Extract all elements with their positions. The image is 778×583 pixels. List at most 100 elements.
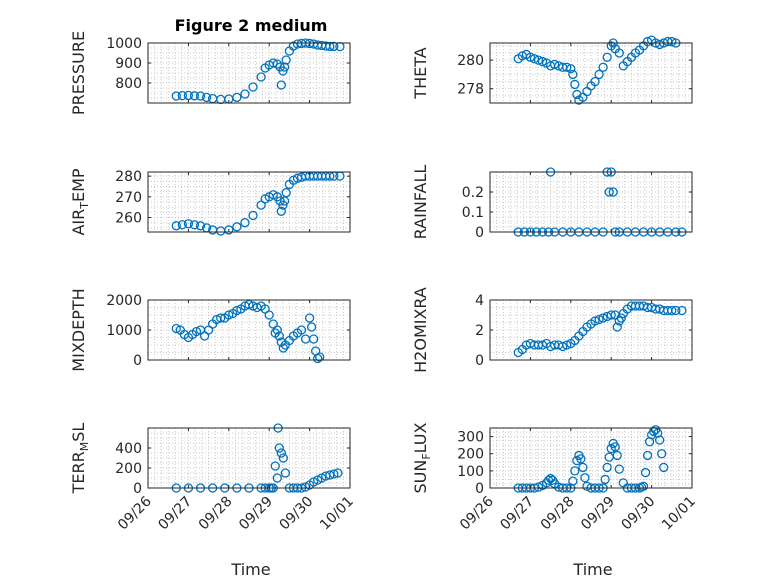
data-point xyxy=(216,313,226,323)
data-point xyxy=(671,305,681,316)
data-point xyxy=(183,219,194,229)
y-axis-label-subscript: M xyxy=(78,442,91,452)
data-point xyxy=(558,341,568,352)
data-point xyxy=(659,462,669,473)
data-point xyxy=(590,76,600,87)
y-tick-label: 0 xyxy=(475,353,484,369)
data-point xyxy=(279,62,290,72)
data-point xyxy=(306,322,317,332)
data-point xyxy=(606,310,616,320)
data-point xyxy=(224,310,234,320)
data-point xyxy=(276,206,286,216)
data-point xyxy=(248,82,258,92)
data-point xyxy=(264,310,274,320)
data-point xyxy=(608,187,618,197)
y-axis-label-main: THETA xyxy=(411,47,430,99)
y-tick-label: 0.2 xyxy=(462,185,484,201)
x-tick-label: 09/29 xyxy=(578,494,618,534)
subplot-pressure: 800 900 1000 PRESSURE xyxy=(69,31,351,115)
data-point xyxy=(602,462,612,473)
data-point xyxy=(610,442,620,452)
y-tick-label: 2 xyxy=(475,323,484,339)
data-point xyxy=(640,467,651,478)
data-point xyxy=(304,313,315,323)
x-tick-label: 09/30 xyxy=(277,494,317,534)
data-point xyxy=(570,79,580,90)
data-point xyxy=(313,353,323,364)
x-axis-label: Time xyxy=(572,560,612,579)
axes-frame xyxy=(147,427,351,489)
y-axis-label-subscript: F xyxy=(420,453,433,459)
y-axis-label-rest: SL xyxy=(69,423,88,442)
data-point xyxy=(308,334,319,344)
data-point xyxy=(240,89,250,99)
data-point xyxy=(638,481,649,491)
y-axis-label-main: MIXDEPTH xyxy=(69,288,88,371)
data-point xyxy=(248,210,258,221)
data-point xyxy=(189,91,200,101)
data-point xyxy=(191,326,202,337)
data-point xyxy=(525,52,536,62)
y-tick-label: 0 xyxy=(475,225,484,241)
subplot-air_temp: 260 270 280 AIRTEMP xyxy=(69,168,351,236)
data-point xyxy=(614,464,624,474)
y-tick-label: 200 xyxy=(115,461,142,477)
data-point xyxy=(232,222,242,232)
subplot-mixdepth: 0 1000 2000 MIXDEPTH xyxy=(69,288,351,372)
data-point xyxy=(232,92,242,103)
data-point xyxy=(642,450,653,461)
data-point xyxy=(171,221,181,231)
data-point xyxy=(644,437,655,447)
data-point xyxy=(296,325,307,335)
data-point xyxy=(570,466,580,476)
data-point xyxy=(562,62,572,72)
data-point xyxy=(529,54,540,64)
y-tick-label: 200 xyxy=(457,447,484,463)
y-axis-label-main: TERR xyxy=(69,451,88,494)
x-tick-label: 09/28 xyxy=(538,494,578,534)
data-point xyxy=(183,90,194,101)
data-point xyxy=(533,55,544,65)
x-tick-label: 09/26 xyxy=(457,493,497,533)
x-axis-label: Time xyxy=(230,560,270,579)
data-point xyxy=(272,325,282,335)
x-tick-label: 09/26 xyxy=(115,493,155,533)
data-point xyxy=(195,91,206,101)
data-point xyxy=(667,305,677,316)
data-point xyxy=(195,221,206,231)
data-point xyxy=(655,435,665,445)
data-point xyxy=(270,461,280,471)
subplot-rainfall: 0 0.1 0.2 RAINFALL xyxy=(411,165,693,241)
y-axis-label-main: PRESSURE xyxy=(69,31,88,115)
data-point xyxy=(568,476,578,486)
data-point xyxy=(224,225,234,235)
axes-frame xyxy=(147,42,351,104)
x-tick-label: 10/01 xyxy=(317,494,357,534)
data-point xyxy=(329,41,339,52)
data-point xyxy=(600,474,610,485)
data-point xyxy=(616,313,626,323)
data-point xyxy=(562,340,572,350)
y-axis-label: PRESSURE xyxy=(69,31,88,115)
data-point xyxy=(274,443,284,453)
data-point xyxy=(598,313,608,323)
data-point xyxy=(281,55,291,65)
y-tick-label: 0 xyxy=(475,481,484,497)
y-tick-label: 0 xyxy=(133,481,142,497)
y-axis-label: MIXDEPTH xyxy=(69,288,88,371)
data-point xyxy=(653,428,663,438)
y-tick-label: 2000 xyxy=(106,293,142,309)
data-point xyxy=(576,454,586,464)
y-tick-label: 280 xyxy=(115,169,142,185)
data-point xyxy=(240,218,250,228)
y-axis-label-rest: EMP xyxy=(69,168,88,202)
data-point xyxy=(189,220,200,230)
data-point xyxy=(177,220,187,230)
data-point xyxy=(325,41,335,52)
y-axis-label: TERRMSL xyxy=(69,423,91,495)
data-point xyxy=(655,39,665,50)
y-axis-label: SUNFLUX xyxy=(411,422,433,493)
data-point xyxy=(276,80,286,90)
